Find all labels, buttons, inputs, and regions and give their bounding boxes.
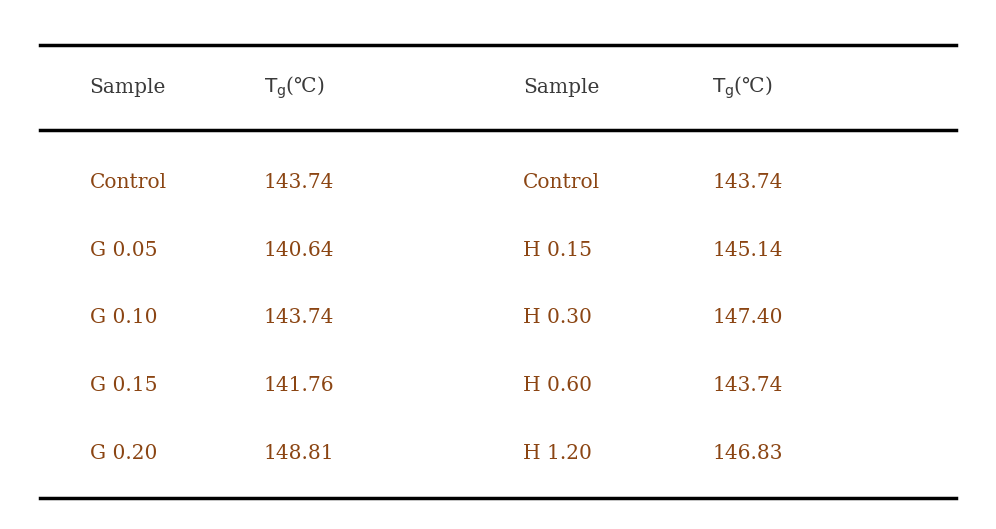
Text: Control: Control: [90, 173, 166, 192]
Text: $\mathrm{T_g}$(℃): $\mathrm{T_g}$(℃): [712, 74, 773, 101]
Text: 145.14: 145.14: [712, 241, 783, 260]
Text: Sample: Sample: [90, 78, 166, 97]
Text: Sample: Sample: [523, 78, 600, 97]
Text: 143.74: 143.74: [712, 376, 783, 395]
Text: H 0.30: H 0.30: [523, 308, 592, 327]
Text: H 0.15: H 0.15: [523, 241, 592, 260]
Text: 143.74: 143.74: [264, 173, 335, 192]
Text: G 0.20: G 0.20: [90, 444, 157, 463]
Text: 146.83: 146.83: [712, 444, 783, 463]
Text: Control: Control: [523, 173, 600, 192]
Text: 147.40: 147.40: [712, 308, 783, 327]
Text: H 1.20: H 1.20: [523, 444, 592, 463]
Text: 148.81: 148.81: [264, 444, 335, 463]
Text: G 0.05: G 0.05: [90, 241, 157, 260]
Text: 140.64: 140.64: [264, 241, 335, 260]
Text: $\mathrm{T_g}$(℃): $\mathrm{T_g}$(℃): [264, 74, 325, 101]
Text: 143.74: 143.74: [712, 173, 783, 192]
Text: H 0.60: H 0.60: [523, 376, 592, 395]
Text: G 0.15: G 0.15: [90, 376, 157, 395]
Text: G 0.10: G 0.10: [90, 308, 157, 327]
Text: 143.74: 143.74: [264, 308, 335, 327]
Text: 141.76: 141.76: [264, 376, 335, 395]
